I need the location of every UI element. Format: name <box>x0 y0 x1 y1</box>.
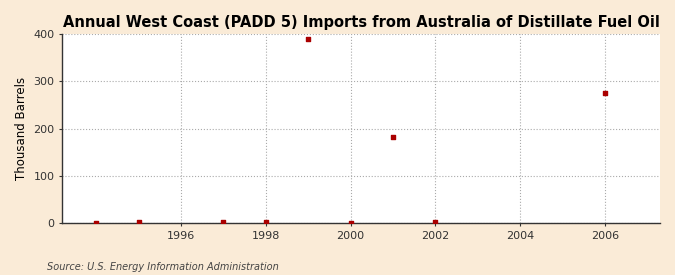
Point <box>599 91 610 95</box>
Point <box>133 220 144 224</box>
Point <box>218 219 229 224</box>
Point <box>345 221 356 225</box>
Point <box>91 221 102 225</box>
Point <box>303 37 314 41</box>
Point <box>387 134 398 139</box>
Y-axis label: Thousand Barrels: Thousand Barrels <box>15 77 28 180</box>
Title: Annual West Coast (PADD 5) Imports from Australia of Distillate Fuel Oil: Annual West Coast (PADD 5) Imports from … <box>63 15 659 30</box>
Point <box>261 220 271 224</box>
Text: Source: U.S. Energy Information Administration: Source: U.S. Energy Information Administ… <box>47 262 279 272</box>
Point <box>430 220 441 224</box>
